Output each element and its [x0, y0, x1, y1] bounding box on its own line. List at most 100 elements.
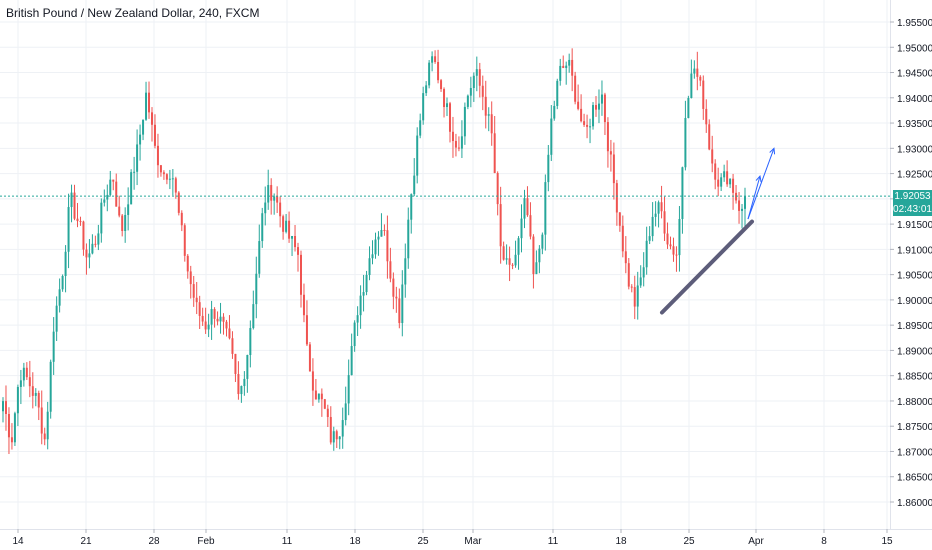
candle-body [672, 246, 675, 255]
candle-body [225, 321, 228, 329]
candle-body [109, 179, 112, 195]
candle-body [744, 196, 746, 209]
candle-body [305, 315, 308, 345]
candle-body [243, 378, 246, 387]
candle-body [702, 80, 705, 109]
candle-body [136, 144, 139, 172]
candle-body [475, 69, 478, 76]
candle-body [741, 208, 744, 211]
candle-body [82, 221, 85, 250]
y-tick-label: 1.87000 [897, 447, 932, 458]
y-tick-label: 1.95000 [897, 43, 932, 54]
candle-body [583, 121, 586, 125]
candle-body [294, 235, 297, 248]
y-tick-label: 1.88500 [897, 372, 932, 383]
candle-body [94, 243, 97, 245]
candle-body [511, 264, 514, 266]
candle-body [505, 258, 508, 260]
candle-body [493, 133, 496, 174]
candle-body [162, 172, 165, 175]
arrow-head [769, 147, 776, 155]
candle-body [213, 309, 216, 319]
candle-body [85, 249, 88, 258]
candle-body [252, 304, 255, 329]
candle-body [302, 294, 305, 316]
candle-body [696, 68, 699, 77]
candle-body [571, 59, 574, 76]
candle-body [669, 244, 672, 247]
candle-body [541, 234, 544, 249]
candle-body [195, 297, 198, 303]
trendline[interactable] [660, 219, 754, 315]
candle-body [410, 194, 413, 220]
candle-body [675, 254, 678, 256]
y-tick-label: 1.92500 [897, 170, 932, 181]
candle-body [517, 238, 520, 255]
candle-body [353, 322, 356, 347]
y-tick-label: 1.94000 [897, 94, 932, 105]
candle-body [311, 371, 314, 391]
candle-body [577, 101, 580, 109]
candle-body [693, 68, 696, 74]
candle-body [61, 276, 64, 290]
candle-body [553, 105, 556, 119]
candle-body [28, 377, 31, 387]
candle-body [121, 215, 124, 231]
candle-body [130, 172, 133, 205]
candle-body [139, 134, 142, 145]
candle-body [329, 416, 332, 443]
candle-body [91, 243, 94, 254]
candle-body [592, 105, 595, 127]
candle-body [314, 390, 317, 400]
candle-body [291, 235, 294, 239]
projection-arrows [747, 147, 776, 220]
candle-body [434, 56, 437, 62]
candle-body [58, 289, 61, 306]
candle-body [255, 273, 258, 305]
candle-body [145, 92, 148, 120]
candle-body [535, 262, 538, 275]
candle-body [156, 145, 159, 166]
candle-body [40, 407, 43, 434]
candle-body [67, 207, 70, 252]
x-tick-label: 28 [148, 536, 160, 547]
candle-body [112, 179, 115, 182]
y-tick-label: 1.91500 [897, 220, 932, 231]
y-tick-label: 1.89500 [897, 321, 932, 332]
candle-body [472, 75, 475, 88]
candle-body [580, 108, 583, 122]
candle-body [651, 216, 654, 237]
candle-body [297, 247, 300, 255]
x-tick-label: 18 [615, 536, 627, 547]
candle-body [210, 309, 213, 325]
candle-body [499, 204, 502, 247]
x-tick-label: 8 [821, 536, 827, 547]
price-axis[interactable]: 1.95500 1.95000 1.94500 1.94000 1.93500 1.930… [890, 18, 932, 509]
candle-body [323, 399, 326, 409]
candle-body [645, 240, 648, 268]
current-price-badge: 1.92053 [893, 190, 932, 204]
candle-body [103, 199, 106, 203]
y-tick-label: 1.90000 [897, 296, 932, 307]
candle-body [738, 200, 741, 211]
candle-body [642, 267, 645, 278]
candle-body [469, 87, 472, 96]
time-axis[interactable]: 14 21 28 Feb 11 18 25 Mar 11 18 25 Apr 8 15 [12, 529, 893, 547]
candle-body [359, 295, 362, 316]
candle-body [150, 112, 153, 125]
candle-body [183, 225, 186, 256]
candle-body [10, 437, 13, 443]
projection-arrow [747, 148, 775, 220]
candle-body [383, 229, 386, 231]
candle-body [16, 386, 19, 414]
candle-body [451, 131, 454, 142]
candle-body [73, 192, 76, 219]
candle-body [630, 286, 633, 288]
candle-body [454, 141, 457, 148]
candle-body [261, 213, 264, 242]
candle-body [100, 202, 103, 234]
candle-body [732, 178, 735, 193]
candle-body [729, 178, 732, 185]
candle-body [699, 76, 702, 81]
